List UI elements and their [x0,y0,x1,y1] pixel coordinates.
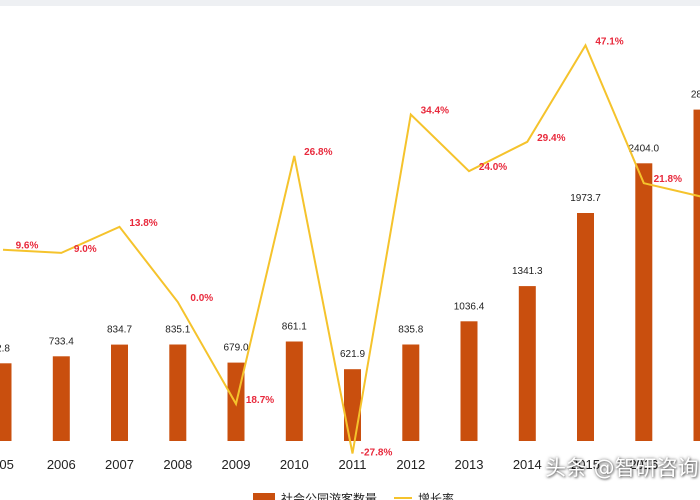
growth-rate-label: 9.0% [74,244,97,255]
bar-2007 [111,344,128,441]
x-tick-label: 2010 [280,457,309,472]
legend-bar-swatch [253,493,275,500]
growth-rate-label: 13.8% [129,218,157,229]
x-tick-label: 2009 [222,457,251,472]
bar-value-label: 1973.7 [570,193,601,204]
bar-2013 [460,321,478,441]
top-border [0,0,700,6]
bar-series [0,109,700,442]
x-tick-label: 2012 [396,457,425,472]
bar-2017 [693,109,700,441]
growth-rate-label: 34.4% [421,106,449,117]
growth-rate-label: 18.7% [246,395,274,406]
x-tick-label: 2014 [513,457,542,472]
bar-value-label: 1341.3 [512,266,543,277]
growth-rate-label: 0.0% [190,293,213,304]
growth-rate-label: 29.4% [537,133,565,144]
x-tick-label: 2006 [47,457,76,472]
bar-value-label: 1036.4 [454,301,485,312]
legend: 社会公园游客数量 增长率 [253,491,454,500]
legend-bar-label: 社会公园游客数量 [281,491,377,500]
growth-rate-labels: 9.6% 9.0% 13.8% 0.0% 18.7% 26.8% -27.8% 34.4% 24… [16,36,682,458]
growth-rate-line [2,43,700,454]
bar-value-label: 621.9 [340,349,365,360]
bar-2005 [0,363,12,441]
growth-rate-label: 47.1% [595,36,623,47]
bar-2008 [169,344,187,441]
bar-2012 [402,344,420,441]
bar-value-label: 861.1 [282,322,307,333]
bar-2006 [52,356,70,441]
bar-value-label: 2.8 [0,343,10,354]
legend-line-label: 增长率 [418,491,454,500]
bar-value-label: 2404.0 [629,143,660,154]
bar-2010 [285,341,303,441]
x-tick-label: 005 [0,457,14,472]
bar-value-label: 835.1 [165,325,190,336]
growth-rate-label: 24.0% [479,162,507,173]
bar-2016 [635,163,653,442]
x-tick-label: 2008 [163,457,192,472]
x-tick-label: 2011 [339,457,367,472]
bar-2011 [344,369,361,441]
bar-value-labels: 2.8 733.4 834.7 835.1 679.0 861.1 621.9 835.8 10… [0,90,700,361]
x-axis-tick-labels: 005 2006 2007 2008 2009 2010 2011 2012 2013 2014 2… [0,457,658,472]
x-tick-label: 2013 [455,457,484,472]
growth-rate-label: 26.8% [304,147,332,158]
growth-rate-label: 21.8% [654,174,682,185]
growth-rate-label: 9.6% [16,241,39,252]
x-tick-label: 2016 [629,457,658,472]
x-tick-label: 2007 [105,457,134,472]
bar-value-label: 835.8 [398,325,423,336]
bar-2015 [577,213,594,441]
bar-value-label: 733.4 [49,336,74,347]
x-tick-label: 2015 [571,457,600,472]
growth-rate-label: -27.8% [361,448,393,459]
bar-value-label: 679.0 [223,343,248,354]
bar-2014 [518,286,536,441]
bar-value-label: 2869 [691,90,700,101]
bar-value-label: 834.7 [107,325,132,336]
watermark: 头条 @智研咨询 [545,456,699,480]
